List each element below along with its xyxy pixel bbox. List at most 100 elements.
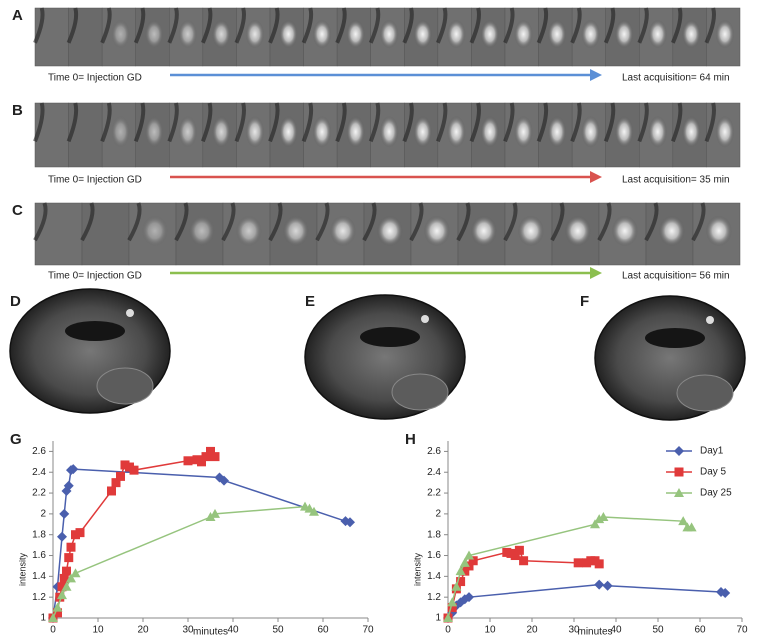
image-shadow — [221, 202, 236, 242]
start-label: Time 0= Injection GD — [48, 175, 142, 186]
lesion — [480, 115, 500, 148]
arrow-head — [590, 69, 602, 81]
x-tick-label: 30 — [182, 625, 194, 636]
image-shadow — [704, 7, 716, 44]
image-shadow — [167, 7, 179, 44]
image-shadow — [335, 102, 347, 143]
legend-label: Day 5 — [700, 467, 727, 478]
lesion — [614, 19, 634, 49]
lesion — [329, 215, 357, 247]
image-shadow — [637, 102, 649, 143]
image-shadow — [469, 102, 481, 143]
point — [451, 581, 462, 591]
lesion — [715, 19, 735, 49]
end-label: Last acquisition= 56 min — [622, 271, 730, 282]
image-shadow — [66, 102, 79, 143]
lesion — [178, 19, 198, 49]
image-shadow — [503, 202, 518, 242]
lesion — [423, 215, 451, 247]
ventricle — [65, 321, 125, 341]
lesion — [188, 215, 216, 247]
lesion — [379, 115, 399, 148]
lesion — [547, 115, 567, 148]
x-tick-label: 70 — [736, 625, 748, 636]
point — [197, 457, 206, 467]
y-tick-label: 2 — [40, 509, 46, 520]
point — [464, 592, 474, 603]
image-shadow — [201, 7, 213, 44]
point — [129, 465, 139, 475]
x-tick-label: 20 — [526, 625, 538, 636]
cerebellum — [391, 373, 449, 411]
image-frame — [222, 202, 271, 266]
image-shadow — [670, 102, 683, 143]
point — [594, 579, 605, 590]
lesion — [681, 115, 701, 148]
point — [594, 559, 604, 569]
lesion — [346, 19, 366, 49]
lesion — [611, 215, 639, 247]
end-label: Last acquisition= 64 min — [622, 73, 730, 84]
point — [116, 471, 125, 481]
lesion — [514, 115, 533, 148]
point — [57, 582, 67, 592]
lesion — [480, 19, 500, 49]
image-shadow — [100, 102, 112, 143]
image-shadow — [644, 202, 659, 242]
x-tick-label: 0 — [50, 625, 56, 636]
lesion — [706, 316, 714, 324]
y-tick-label: 2 — [435, 509, 441, 520]
image-shadow — [167, 102, 179, 143]
image-shadow — [435, 102, 448, 143]
lesion — [581, 115, 601, 148]
image-shadow — [33, 202, 48, 242]
lesion — [413, 19, 433, 49]
image-shadow — [603, 7, 616, 44]
point — [345, 517, 355, 528]
y-tick-label: 1.6 — [427, 550, 441, 561]
lesion — [111, 115, 131, 148]
image-shadow — [409, 202, 424, 242]
image-shadow — [402, 7, 414, 44]
image-shadow — [234, 7, 246, 44]
lesion — [245, 115, 265, 148]
image-shadow — [301, 102, 314, 143]
panel-label: H — [405, 431, 416, 448]
y-tick-label: 1.2 — [32, 592, 46, 603]
x-tick-label: 50 — [652, 625, 664, 636]
y-tick-label: 2.6 — [427, 446, 441, 457]
image-shadow — [402, 102, 414, 143]
point — [52, 602, 63, 612]
point — [183, 456, 193, 466]
x-tick-label: 60 — [694, 625, 706, 636]
y-tick-label: 2.6 — [32, 446, 46, 457]
point — [674, 446, 684, 456]
series-line — [447, 583, 726, 619]
lesion — [141, 215, 169, 247]
image-shadow — [536, 102, 549, 143]
y-tick-label: 2.2 — [427, 488, 441, 499]
point — [201, 452, 211, 462]
image-shadow — [100, 7, 112, 44]
x-axis-label: minutes — [193, 627, 228, 638]
image-shadow — [268, 7, 280, 44]
image-shadow — [234, 102, 246, 143]
y-tick-label: 2.4 — [32, 467, 46, 478]
y-tick-label: 2.2 — [32, 488, 46, 499]
y-tick-label: 1 — [40, 613, 46, 624]
x-tick-label: 40 — [227, 625, 239, 636]
image-shadow — [671, 7, 683, 44]
image-shadow — [536, 7, 549, 44]
lesion — [178, 115, 198, 148]
image-shadow — [469, 7, 481, 44]
y-axis-label: intensity — [17, 552, 27, 586]
lesion — [111, 19, 131, 49]
x-tick-label: 60 — [317, 625, 329, 636]
image-shadow — [200, 102, 213, 143]
point — [63, 480, 74, 491]
image-frame — [81, 202, 130, 266]
image-frame — [34, 7, 69, 67]
lesion — [547, 19, 567, 49]
series-line — [52, 468, 351, 619]
